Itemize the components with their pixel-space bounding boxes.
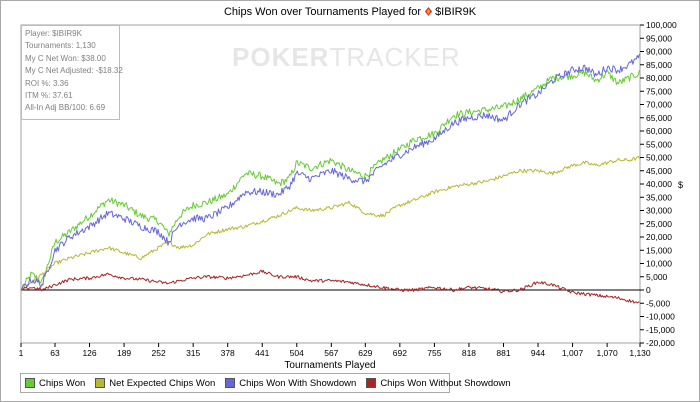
x-tick-label: 378 (221, 348, 235, 358)
x-tick-label: 1,070 (596, 348, 618, 358)
x-tick-label: 189 (117, 348, 131, 358)
chart-title-player: $IBIR9K (435, 6, 477, 18)
chart-title-text: Chips Won over Tournaments Played for (223, 6, 422, 18)
stat-allin: All-In Adj BB/100: 6.69 (25, 103, 106, 113)
x-tick-label: 1,007 (562, 348, 584, 358)
stat-itm: ITM %: 37.61 (25, 91, 73, 101)
poker-stars-icon (424, 7, 433, 16)
y-tick-label: 80,000 (646, 73, 672, 83)
y-tick-label: 25,000 (646, 219, 672, 229)
y-tick-label: 45,000 (646, 166, 672, 176)
series-line-3 (20, 269, 640, 304)
x-tick-label: 441 (255, 348, 269, 358)
legend-label: Net Expected Chips Won (109, 377, 216, 389)
chart-title: Chips Won over Tournaments Played for $IB… (0, 6, 700, 18)
series-line-1 (20, 155, 640, 291)
x-tick-label: 881 (496, 348, 510, 358)
legend-label: Chips Won (39, 377, 86, 389)
series-line-2 (20, 53, 640, 291)
legend-label: Chips Won With Showdown (239, 377, 357, 389)
series-line-0 (20, 69, 640, 291)
y-tick-label: 5,000 (646, 272, 668, 282)
x-tick-label: 126 (82, 348, 96, 358)
stat-net-adjusted: My C Net Adjusted: -$18.32 (25, 66, 123, 76)
stat-roi: ROI %: 3.36 (25, 78, 69, 88)
stat-player: Player: $IBIR9K (25, 29, 82, 38)
y-tick-label: 40,000 (646, 179, 672, 189)
legend-swatch (225, 378, 236, 388)
x-tick-label: 692 (393, 348, 407, 358)
watermark-brand-part2: TRACKER (329, 42, 461, 72)
x-tick-label: 315 (186, 348, 200, 358)
legend-item-with-showdown[interactable]: Chips Won With Showdown (225, 378, 356, 389)
y-tick-label: 75,000 (646, 86, 672, 96)
x-tick-label: 504 (290, 348, 304, 358)
x-tick-label: 629 (358, 348, 372, 358)
y-tick-label: 95,000 (646, 33, 672, 43)
stat-net-won: My C Net Won: $38.00 (25, 53, 106, 63)
y-tick-label: -5,000 (646, 298, 670, 308)
y-axis-unit: $ (678, 180, 684, 190)
watermark-brand-part1: POKER (232, 42, 330, 72)
legend-swatch (25, 378, 35, 388)
watermark-logo: POKERTRACKER (232, 42, 461, 73)
legend-item-chips-won[interactable]: Chips Won (25, 378, 85, 389)
y-tick-label: 30,000 (646, 206, 672, 216)
y-tick-label: 50,000 (646, 153, 672, 163)
x-tick-label: 755 (427, 348, 441, 358)
y-tick-label: 15,000 (646, 245, 672, 255)
x-tick-label: 818 (462, 348, 476, 358)
y-tick-label: 100,000 (646, 20, 677, 30)
y-tick-label: 10,000 (646, 259, 672, 269)
y-tick-label: 60,000 (646, 126, 672, 136)
legend-swatch (95, 378, 106, 388)
y-tick-label: 65,000 (646, 113, 672, 123)
x-tick-label: 1 (19, 348, 24, 358)
y-tick-label: 35,000 (646, 192, 672, 202)
y-tick-label: 20,000 (646, 232, 672, 242)
y-tick-label: -10,000 (646, 312, 675, 322)
stat-tournaments: Tournaments: 1,130 (25, 41, 96, 51)
x-tick-label: 567 (324, 348, 338, 358)
y-tick-label: 70,000 (646, 100, 672, 110)
y-tick-label: 55,000 (646, 139, 672, 149)
x-axis-label: Tournaments Played (284, 360, 376, 371)
x-tick-label: 1,130 (629, 348, 651, 358)
legend: Chips Won Net Expected Chips Won Chips W… (20, 373, 511, 393)
x-tick-label: 944 (531, 348, 545, 358)
stats-box: Player: $IBIR9K Tournaments: 1,130 My C … (21, 25, 123, 120)
legend-item-net-expected[interactable]: Net Expected Chips Won (95, 378, 215, 389)
x-tick-label: 252 (152, 348, 166, 358)
legend-label: Chips Won Without Showdown (380, 377, 511, 389)
legend-item-without-showdown[interactable]: Chips Won Without Showdown (366, 377, 511, 389)
y-tick-label: 0 (646, 285, 651, 295)
y-tick-label: 90,000 (646, 47, 672, 57)
x-tick-label: 63 (50, 348, 60, 358)
legend-swatch (366, 378, 377, 388)
y-tick-label: -15,000 (646, 325, 675, 335)
y-tick-label: 85,000 (646, 60, 672, 70)
y-tick-label: -20,000 (646, 338, 675, 348)
